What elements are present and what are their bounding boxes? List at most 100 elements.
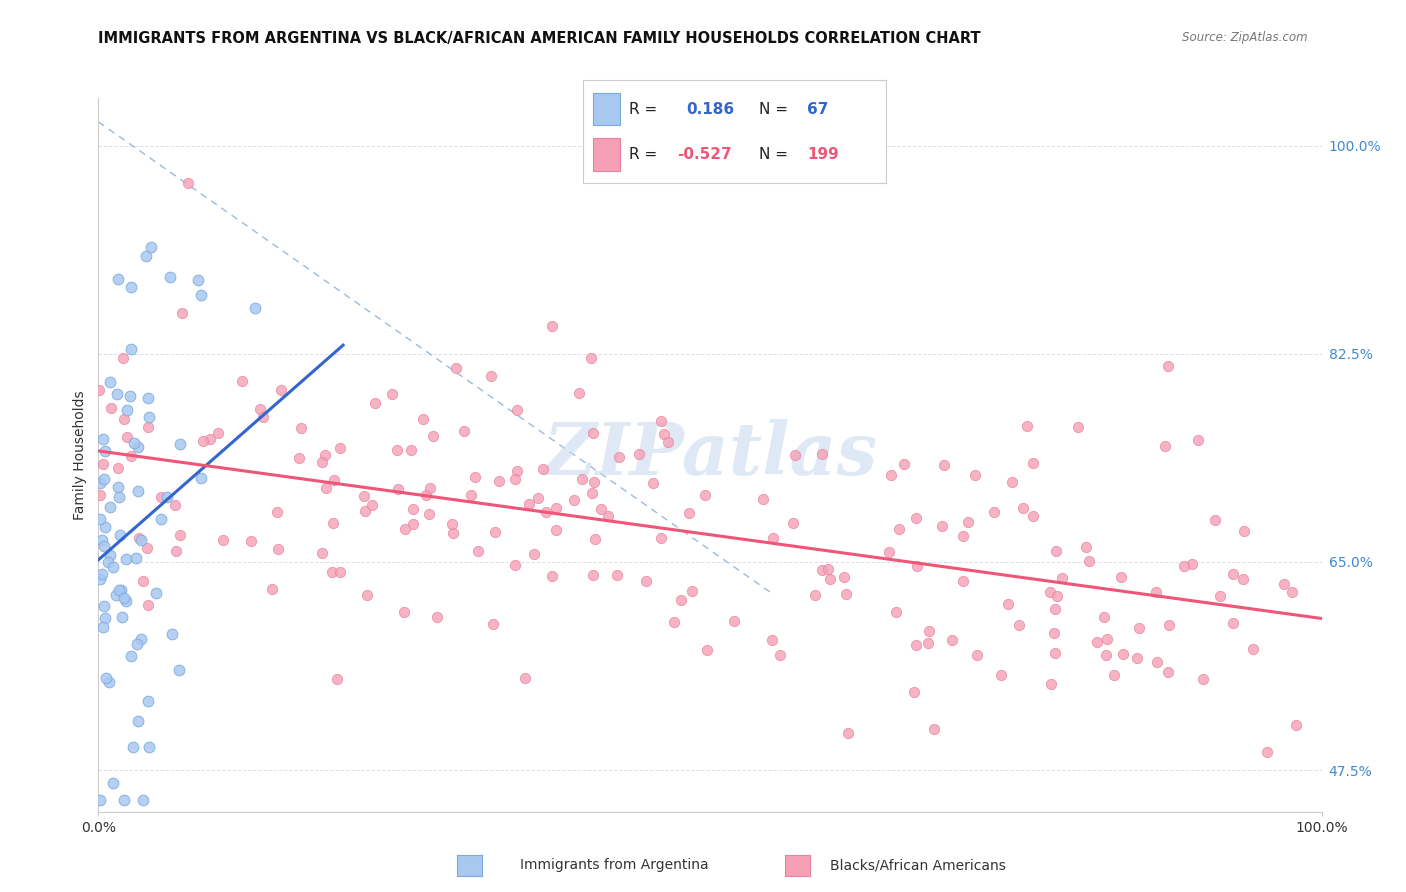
Point bbox=[1187, 433, 1209, 447]
Bar bbox=[592, 137, 620, 170]
Point bbox=[544, 523, 567, 537]
Point bbox=[1102, 668, 1125, 682]
Point bbox=[1095, 632, 1118, 646]
Point bbox=[641, 476, 664, 491]
Point bbox=[484, 525, 506, 540]
Point bbox=[190, 288, 212, 302]
Point bbox=[105, 588, 128, 602]
Point bbox=[90, 567, 112, 582]
Point bbox=[837, 726, 859, 740]
Point bbox=[513, 671, 536, 685]
Point bbox=[381, 387, 404, 401]
Point bbox=[1074, 541, 1097, 555]
Point bbox=[1092, 609, 1115, 624]
Point bbox=[817, 561, 839, 575]
Point bbox=[488, 474, 510, 488]
Point bbox=[678, 506, 700, 520]
Text: Immigrants from Argentina: Immigrants from Argentina bbox=[520, 858, 709, 872]
Point bbox=[321, 566, 343, 580]
Point bbox=[128, 531, 150, 545]
Point bbox=[198, 432, 221, 446]
Point bbox=[591, 501, 613, 516]
Point bbox=[329, 441, 352, 455]
Point bbox=[138, 739, 160, 754]
Point bbox=[262, 582, 284, 597]
Point bbox=[609, 450, 631, 464]
Text: -0.527: -0.527 bbox=[678, 146, 733, 161]
Point bbox=[270, 383, 292, 397]
Point bbox=[1046, 590, 1069, 604]
Point bbox=[93, 472, 115, 486]
Point bbox=[1085, 635, 1108, 649]
Point bbox=[652, 427, 675, 442]
Point bbox=[136, 420, 159, 434]
Point bbox=[505, 464, 527, 478]
Point bbox=[1111, 647, 1133, 661]
Point bbox=[440, 517, 463, 532]
Point bbox=[956, 515, 979, 529]
Text: Source: ZipAtlas.com: Source: ZipAtlas.com bbox=[1182, 31, 1308, 45]
Point bbox=[176, 176, 198, 190]
Point bbox=[482, 617, 505, 632]
Point bbox=[1125, 651, 1147, 665]
Point bbox=[1043, 601, 1066, 615]
Point bbox=[1077, 554, 1099, 568]
Point bbox=[108, 528, 131, 542]
Point bbox=[810, 563, 832, 577]
Text: ZIPatlas: ZIPatlas bbox=[543, 419, 877, 491]
Point bbox=[782, 516, 804, 530]
Point bbox=[122, 436, 145, 450]
Point bbox=[252, 409, 274, 424]
Point bbox=[103, 776, 125, 790]
Point bbox=[884, 605, 907, 619]
Point bbox=[931, 519, 953, 533]
Point bbox=[681, 584, 703, 599]
Point bbox=[136, 598, 159, 612]
Point bbox=[108, 490, 131, 504]
Point bbox=[1154, 439, 1177, 453]
Text: 0.186: 0.186 bbox=[686, 102, 734, 117]
Point bbox=[990, 667, 1012, 681]
Point bbox=[1043, 625, 1066, 640]
Point bbox=[105, 387, 128, 401]
Point bbox=[125, 637, 148, 651]
Point bbox=[101, 560, 124, 574]
Point bbox=[89, 511, 111, 525]
Point bbox=[583, 532, 606, 546]
Point bbox=[1067, 420, 1090, 434]
Point bbox=[506, 402, 529, 417]
Point bbox=[1232, 572, 1254, 586]
Point bbox=[353, 489, 375, 503]
Point bbox=[905, 638, 928, 652]
Point bbox=[93, 432, 115, 446]
Point bbox=[1008, 618, 1031, 632]
Point bbox=[169, 528, 191, 542]
Point bbox=[541, 568, 564, 582]
Point bbox=[581, 485, 603, 500]
Point bbox=[129, 533, 152, 547]
Point bbox=[98, 375, 121, 389]
Point bbox=[136, 694, 159, 708]
Point bbox=[120, 449, 142, 463]
Point bbox=[1146, 655, 1168, 669]
Point bbox=[650, 414, 672, 428]
Point bbox=[523, 547, 546, 561]
Point bbox=[803, 588, 825, 602]
Point bbox=[112, 591, 135, 605]
Point bbox=[394, 606, 416, 620]
Point bbox=[110, 610, 132, 624]
Point bbox=[918, 624, 941, 638]
Point bbox=[145, 586, 167, 600]
Point bbox=[693, 488, 716, 502]
Point bbox=[723, 614, 745, 628]
Point bbox=[903, 685, 925, 699]
Point bbox=[98, 548, 121, 562]
Point bbox=[89, 572, 111, 586]
Point bbox=[107, 272, 129, 286]
Point bbox=[190, 471, 212, 485]
Point bbox=[127, 483, 149, 498]
Point bbox=[453, 425, 475, 439]
Text: R =: R = bbox=[628, 102, 657, 117]
Point bbox=[628, 447, 651, 461]
Point bbox=[329, 565, 352, 579]
